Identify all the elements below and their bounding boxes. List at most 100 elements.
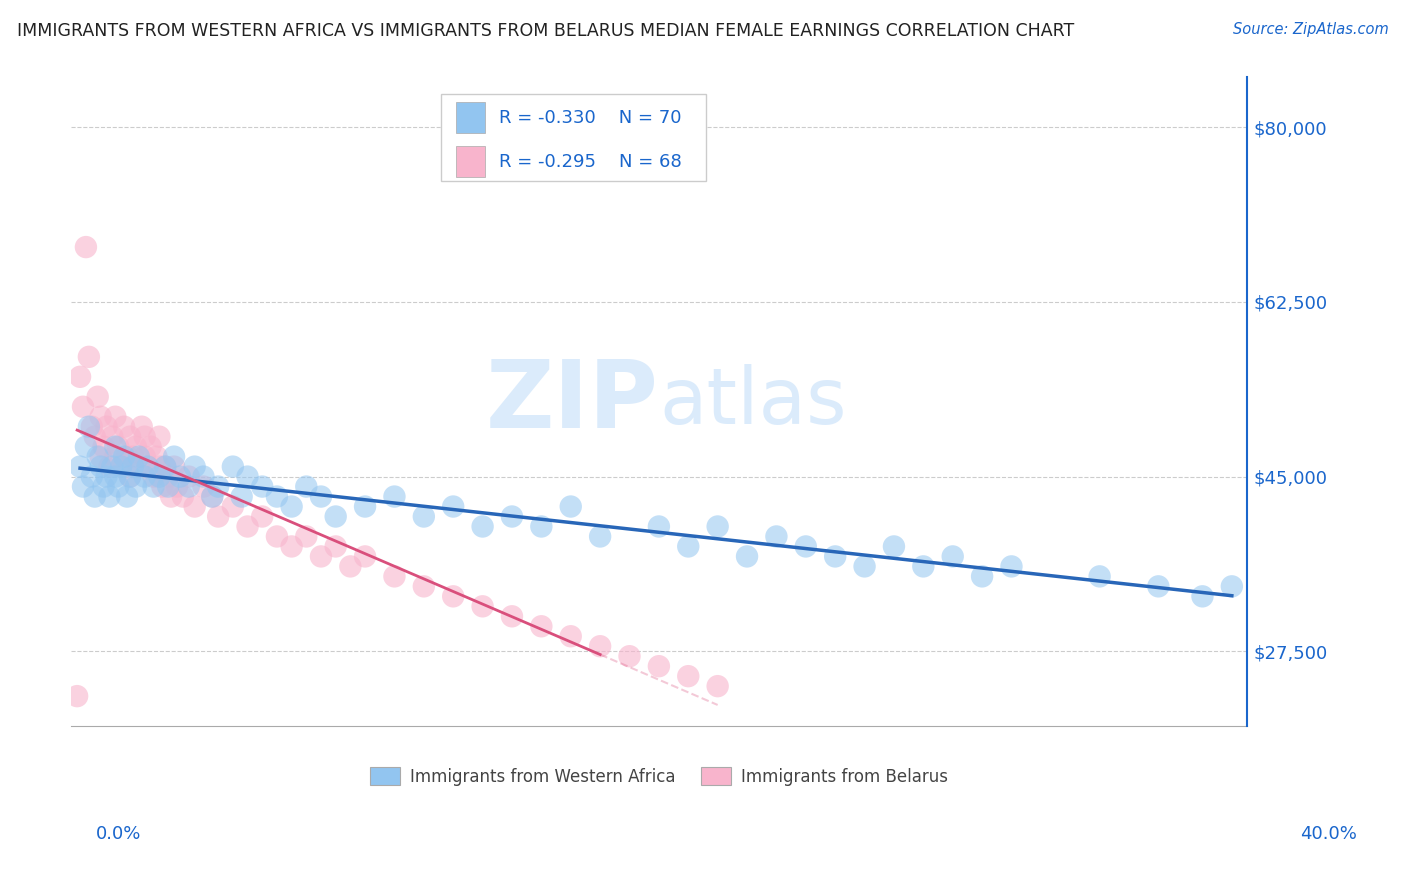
Point [589,529,612,543]
Point [794,540,817,554]
Point [501,609,523,624]
Point [77,419,100,434]
Point [193,479,215,493]
Text: Source: ZipAtlas.com: Source: ZipAtlas.com [1233,22,1389,37]
Point [236,469,259,483]
Point [142,479,165,493]
Point [648,659,671,673]
Point [69,369,91,384]
Point [183,500,205,514]
Point [560,629,582,643]
Point [177,469,200,483]
Point [441,590,464,604]
Point [177,479,200,493]
FancyBboxPatch shape [456,103,485,133]
Point [207,509,229,524]
Point [853,559,876,574]
Text: ZIP: ZIP [486,356,659,448]
Point [136,459,159,474]
Point [384,490,406,504]
Point [384,569,406,583]
Point [354,500,377,514]
Point [706,679,728,693]
Point [77,350,100,364]
Point [104,469,127,483]
Point [110,459,132,474]
Point [115,490,138,504]
Point [530,619,553,633]
Point [160,490,183,504]
Point [96,469,118,483]
Point [354,549,377,564]
Point [107,440,129,454]
Point [125,440,148,454]
Text: 0.0%: 0.0% [96,825,141,843]
Point [169,469,191,483]
Point [72,479,94,493]
Point [412,509,434,524]
Point [309,549,332,564]
Point [118,469,141,483]
Point [136,459,159,474]
Point [252,479,274,493]
Point [166,479,188,493]
Point [118,469,141,483]
Point [72,400,94,414]
Point [83,490,105,504]
Point [339,559,361,574]
Point [163,459,186,474]
Text: R = -0.295    N = 68: R = -0.295 N = 68 [499,153,682,170]
Point [107,479,129,493]
Point [101,430,124,444]
Point [589,639,612,653]
Point [765,529,787,543]
Point [112,450,135,464]
Point [471,599,494,614]
Point [93,479,115,493]
Point [98,459,121,474]
Point [619,649,641,664]
Point [69,459,91,474]
Point [912,559,935,574]
FancyBboxPatch shape [441,94,706,181]
Point [735,549,758,564]
Point [295,529,318,543]
Point [1147,579,1170,593]
Text: 40.0%: 40.0% [1301,825,1357,843]
Point [157,479,180,493]
Point [86,450,108,464]
Point [115,450,138,464]
Point [883,540,905,554]
Point [706,519,728,533]
Point [183,459,205,474]
Point [125,479,148,493]
Point [1191,590,1213,604]
Point [412,579,434,593]
Point [101,459,124,474]
Point [1088,569,1111,583]
Point [104,409,127,424]
Point [110,459,132,474]
Point [309,490,332,504]
Point [280,500,302,514]
Point [501,509,523,524]
Point [80,469,103,483]
Point [96,419,118,434]
Point [207,479,229,493]
Point [86,390,108,404]
Point [104,450,127,464]
Point [157,469,180,483]
Point [325,540,347,554]
Point [148,459,170,474]
Point [222,459,245,474]
Point [252,509,274,524]
Point [122,450,145,464]
Point [236,519,259,533]
Point [678,540,700,554]
Point [83,430,105,444]
Point [471,519,494,533]
Point [145,450,167,464]
Point [824,549,846,564]
Legend: Immigrants from Western Africa, Immigrants from Belarus: Immigrants from Western Africa, Immigran… [364,760,955,792]
Point [972,569,994,583]
